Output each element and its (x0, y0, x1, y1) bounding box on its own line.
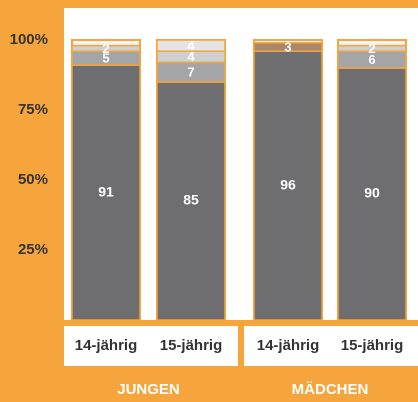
y-tick-label: 25% (18, 241, 48, 258)
data-label: 5 (102, 51, 109, 66)
data-label: 90 (364, 185, 380, 201)
data-label: 85 (183, 192, 199, 208)
data-label: 6 (368, 52, 375, 67)
x-tick-label: 15-jährig (341, 337, 404, 354)
bar-segment (71, 44, 141, 52)
bar-segment (253, 50, 323, 321)
data-label: 96 (280, 176, 296, 192)
data-label: 2 (102, 41, 109, 56)
data-label: 4 (187, 38, 195, 53)
group-label: MÄDCHEN (292, 381, 369, 398)
bar-segment (337, 67, 407, 321)
data-label: 7 (187, 65, 194, 80)
label-panel (244, 326, 418, 366)
data-label: 91 (98, 183, 114, 199)
bar-segment (156, 81, 226, 321)
bar-segment (337, 44, 407, 52)
label-panel (64, 326, 238, 366)
bar-segment (253, 42, 323, 52)
y-tick-label: 75% (18, 101, 48, 118)
data-label: 3 (284, 39, 291, 54)
x-tick-label: 14-jährig (257, 337, 320, 354)
y-tick-label: 50% (18, 171, 48, 188)
group-label: JUNGEN (117, 381, 180, 398)
x-tick-label: 15-jährig (160, 337, 223, 354)
bar-segment (156, 39, 226, 52)
data-label: 4 (187, 49, 195, 64)
data-label: 2 (368, 41, 375, 56)
y-tick-label: 100% (10, 31, 48, 48)
x-tick-label: 14-jährig (75, 337, 138, 354)
